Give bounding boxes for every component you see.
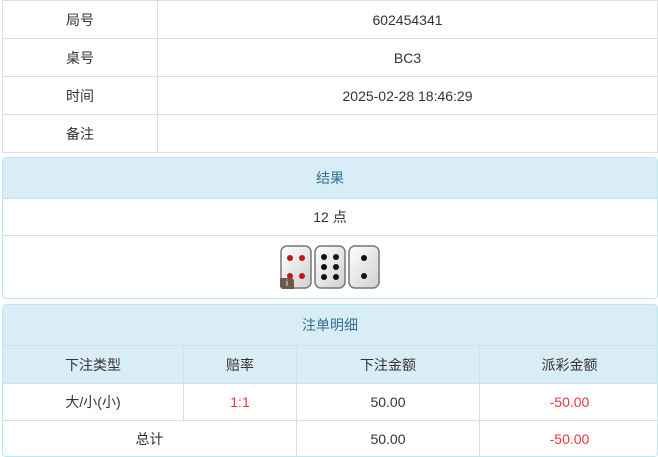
round-info-table: 局号 602454341 桌号 BC3 时间 2025-02-28 18:46:29 … [2, 0, 658, 153]
total-payout: -50.00 [479, 420, 657, 456]
info-row: 备注 [2, 114, 658, 153]
bet-details-panel: 注单明细 下注类型 赔率 下注金额 派彩金额 大/小(小) 1:1 50.00 … [2, 304, 658, 457]
bet-odds: 1:1 [183, 383, 297, 421]
dice-row: i [3, 236, 657, 298]
die-2-icon [348, 245, 380, 289]
info-value: 602454341 [157, 0, 658, 39]
info-badge-icon[interactable]: i [280, 278, 294, 289]
total-label: 总计 [3, 420, 297, 456]
info-label: 局号 [2, 0, 158, 39]
info-value: BC3 [157, 38, 658, 77]
total-amount: 50.00 [296, 420, 480, 456]
info-label: 桌号 [2, 38, 158, 77]
result-title: 结果 [3, 158, 657, 199]
bet-payout: -50.00 [479, 383, 657, 421]
result-panel: 结果 12 点 i [2, 157, 658, 299]
bet-details-title: 注单明细 [3, 305, 657, 346]
info-label: 备注 [2, 114, 158, 153]
col-header: 派彩金额 [479, 345, 657, 384]
total-row: 总计 50.00 -50.00 [3, 420, 657, 456]
info-row: 局号 602454341 [2, 0, 658, 39]
info-label: 时间 [2, 76, 158, 115]
bet-row: 大/小(小) 1:1 50.00 -50.00 [3, 383, 657, 421]
col-header: 下注金额 [296, 345, 480, 384]
die-6-icon [314, 245, 346, 289]
info-value: 2025-02-28 18:46:29 [157, 76, 658, 115]
result-points: 12 点 [3, 199, 657, 236]
bet-amount: 50.00 [296, 383, 480, 421]
bet-type: 大/小(小) [3, 383, 184, 421]
info-row: 桌号 BC3 [2, 38, 658, 77]
info-value [157, 114, 658, 153]
die-4-icon: i [280, 245, 312, 289]
bet-header-row: 下注类型 赔率 下注金额 派彩金额 [3, 345, 657, 384]
info-row: 时间 2025-02-28 18:46:29 [2, 76, 658, 115]
col-header: 赔率 [183, 345, 297, 384]
col-header: 下注类型 [3, 345, 184, 384]
bet-table: 下注类型 赔率 下注金额 派彩金额 大/小(小) 1:1 50.00 -50.0… [3, 345, 657, 456]
